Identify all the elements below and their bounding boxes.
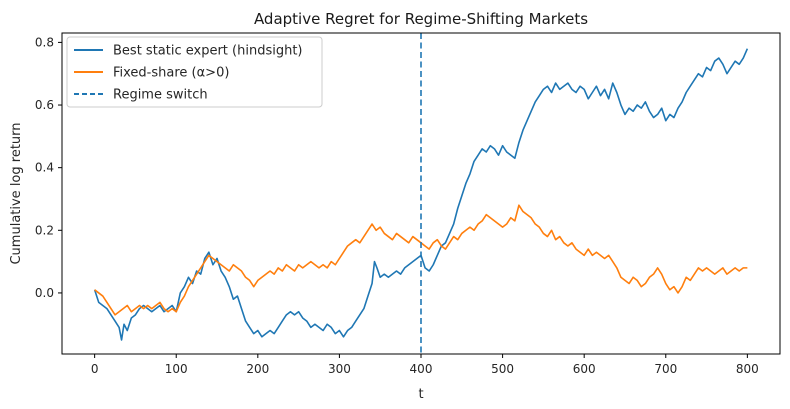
x-tick-label: 600	[573, 362, 596, 376]
y-axis-label: Cumulative log return	[9, 122, 24, 264]
x-tick-label: 200	[246, 362, 269, 376]
x-tick-label: 100	[165, 362, 188, 376]
legend-label-fixed-share: Fixed-share (α>0)	[113, 66, 229, 81]
legend-label-regime-switch: Regime switch	[113, 88, 208, 103]
x-tick-label: 300	[328, 362, 351, 376]
x-tick-label: 800	[736, 362, 759, 376]
x-axis: 0 100 200 300 400 500 600 700 800	[91, 354, 759, 376]
series-line-1	[94, 204, 748, 316]
legend-label-best-static: Best static expert (hindsight)	[113, 44, 303, 59]
series-line-0	[93, 48, 749, 341]
y-tick-label: 0.2	[35, 223, 54, 237]
x-tick-label: 700	[654, 362, 677, 376]
y-tick-label: 0.6	[35, 98, 54, 112]
x-tick-label: 0	[91, 362, 99, 376]
y-tick-label: 0.0	[35, 286, 54, 300]
legend-box	[66, 36, 323, 108]
x-tick-label: 500	[491, 362, 514, 376]
y-tick-label: 0.8	[35, 35, 54, 49]
legend: Best static expert (hindsight) Fixed-sha…	[66, 36, 323, 108]
y-axis: 0.0 0.2 0.4 0.6 0.8	[35, 35, 62, 300]
x-axis-label: t	[418, 387, 423, 402]
x-tick-label: 400	[410, 362, 433, 376]
chart-title: Adaptive Regret for Regime-Shifting Mark…	[254, 10, 588, 28]
y-tick-label: 0.4	[35, 161, 54, 175]
